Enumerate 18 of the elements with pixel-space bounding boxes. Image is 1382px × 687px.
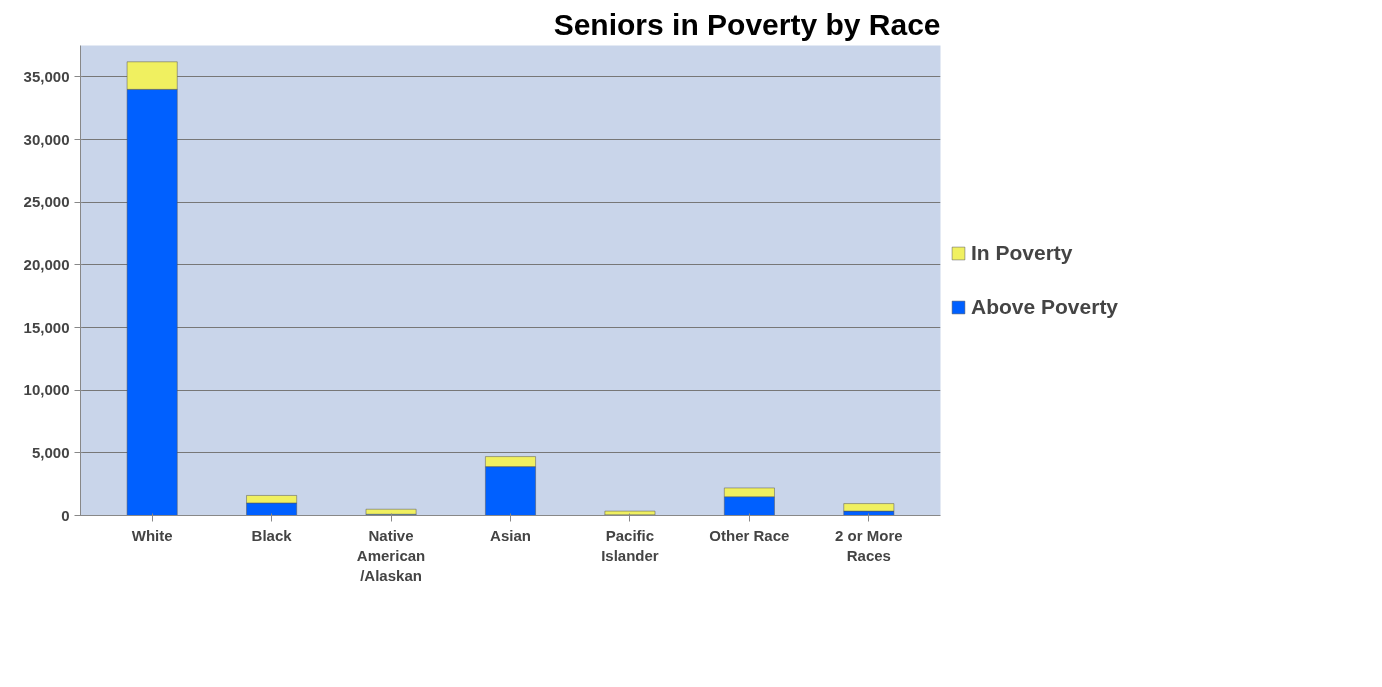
legend-label: Above Poverty: [971, 295, 1119, 319]
y-tick-label: 25,000: [23, 193, 70, 211]
x-tick-label: 2 or More Races: [835, 526, 903, 564]
x-tick-label: Other Race: [709, 526, 790, 544]
y-tick-label: 35,000: [23, 67, 70, 85]
legend-label: In Poverty: [971, 241, 1073, 265]
y-tick-label: 15,000: [23, 318, 70, 336]
x-tick-label: White: [131, 526, 173, 544]
y-tick-label: 5,000: [31, 443, 70, 461]
x-tick-label: Native American /Alaskan: [356, 526, 426, 585]
x-tick-label: Pacific Islander: [601, 526, 659, 564]
x-tick-label: Asian: [490, 526, 531, 544]
y-tick-label: 10,000: [23, 381, 70, 399]
x-tick-label: Black: [251, 526, 293, 544]
chart-title: Seniors in Poverty by Race: [553, 7, 941, 41]
y-tick-label: 0: [61, 506, 70, 524]
y-tick-label: 20,000: [23, 255, 70, 273]
y-tick-label: 30,000: [23, 130, 70, 148]
